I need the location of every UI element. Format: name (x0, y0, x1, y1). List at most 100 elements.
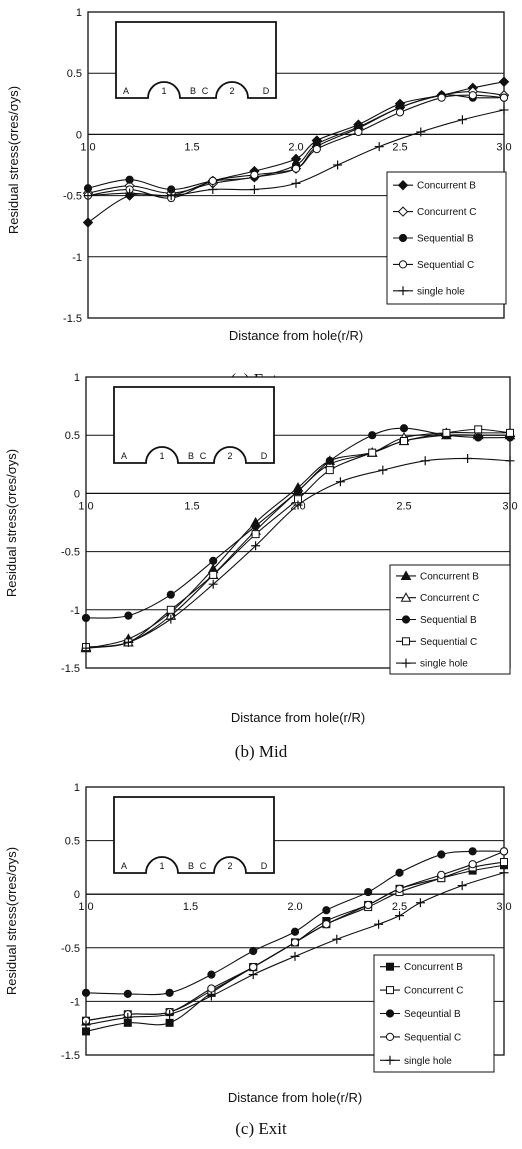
data-point (499, 868, 509, 878)
data-point (312, 144, 321, 154)
data-point (251, 541, 261, 551)
data-point (83, 191, 93, 201)
data-point (499, 847, 509, 856)
data-point (322, 920, 331, 929)
inset-label-6: D (261, 861, 268, 871)
data-point (293, 486, 303, 496)
legend-marker (401, 658, 411, 668)
data-point (290, 927, 300, 936)
data-point (374, 919, 384, 929)
legend-label: Sequential C (404, 1032, 461, 1043)
y-tick-label: 0.5 (65, 430, 80, 442)
data-point (125, 188, 135, 198)
y-axis-label: Residual stress(σres/σys) (4, 847, 19, 995)
data-point (207, 970, 216, 979)
data-point (124, 611, 133, 620)
data-point (368, 431, 377, 440)
legend-marker (402, 637, 410, 646)
data-point (368, 448, 377, 457)
data-point (123, 1012, 133, 1022)
inset-specimen-outline (113, 386, 275, 464)
data-point (506, 428, 514, 437)
data-point (364, 887, 373, 897)
data-point (250, 170, 259, 179)
data-point (457, 115, 467, 125)
data-point (463, 453, 473, 463)
y-tick-label: 0 (76, 129, 82, 141)
legend-marker (398, 260, 408, 269)
data-point (291, 178, 301, 188)
data-point (416, 127, 426, 137)
inset-label-4: C (202, 86, 209, 96)
data-series (81, 868, 509, 1030)
legend-label: Concurrent C (404, 986, 463, 997)
legend-marker (400, 570, 412, 580)
data-point (378, 465, 388, 475)
legend-marker (397, 206, 409, 217)
legend-label: Sequential B (420, 615, 477, 626)
data-point (82, 217, 94, 228)
figure-caption: (c) Exit (235, 1119, 287, 1138)
data-point (457, 881, 467, 891)
inset-label-2: 1 (159, 451, 164, 461)
data-point (468, 91, 477, 100)
inset-label-1: A (121, 451, 127, 461)
y-tick-label: -1.5 (61, 1050, 80, 1062)
x-tick-label: 2.5 (392, 141, 407, 153)
legend: Concurrent B Concurrent C Sequential B Sequ… (389, 564, 511, 675)
y-tick-label: -1 (70, 996, 80, 1008)
x-tick-label: 3.0 (496, 141, 511, 153)
y-tick-label: 0 (74, 889, 80, 901)
legend-label: Concurrent B (404, 962, 463, 973)
inset-label-3: B (190, 86, 196, 96)
legend-label: Sequential C (420, 637, 477, 648)
inset-label-5: 2 (227, 861, 232, 871)
data-point (399, 424, 409, 433)
y-tick-label: 0.5 (67, 68, 82, 80)
inset-label-2: 1 (159, 861, 164, 871)
data-point (83, 184, 93, 193)
legend: Concurrent B Concurrent C Seqeuntial B Sequ… (373, 954, 495, 1073)
data-point (335, 477, 345, 487)
legend-label: single hole (420, 659, 468, 670)
data-point (251, 530, 260, 539)
x-tick-label: 3.0 (502, 500, 517, 512)
series-line (85, 872, 505, 1026)
data-point (81, 1020, 91, 1030)
y-tick-label: -1 (72, 252, 82, 264)
legend-marker (401, 615, 411, 624)
data-point (208, 184, 218, 194)
y-tick-label: -0.5 (61, 547, 80, 559)
data-point (208, 176, 217, 186)
legend-marker (397, 179, 409, 191)
legend-label: Concurrent C (417, 207, 476, 218)
y-tick-label: -1 (70, 605, 80, 617)
x-tick-label: 1.0 (78, 500, 93, 512)
y-tick-label: -1.5 (61, 663, 80, 675)
legend-marker (386, 986, 394, 995)
x-tick-label: 1.5 (184, 500, 199, 512)
y-tick-label: -0.5 (63, 191, 82, 203)
data-point (474, 425, 483, 434)
legend-label: Sequential C (417, 260, 474, 271)
inset-label-6: D (261, 451, 268, 461)
data-point (125, 175, 134, 184)
legend-label: single hole (404, 1056, 452, 1067)
legend: Concurrent B Concurrent C Sequential B Sequ… (386, 171, 507, 305)
inset-label-1: A (121, 861, 127, 871)
x-tick-label: 1.0 (80, 141, 95, 153)
data-point (474, 433, 483, 442)
inset-label-4: C (200, 861, 207, 871)
data-series (82, 425, 514, 652)
legend-label: Seqeuntial B (404, 1009, 461, 1020)
data-point (81, 988, 91, 997)
data-point (325, 456, 334, 465)
inset-label-3: B (188, 861, 194, 871)
data-point (322, 906, 331, 915)
data-point (468, 847, 477, 856)
data-point (374, 142, 384, 152)
x-axis-label: Distance from hole(r/R) (228, 1090, 362, 1105)
